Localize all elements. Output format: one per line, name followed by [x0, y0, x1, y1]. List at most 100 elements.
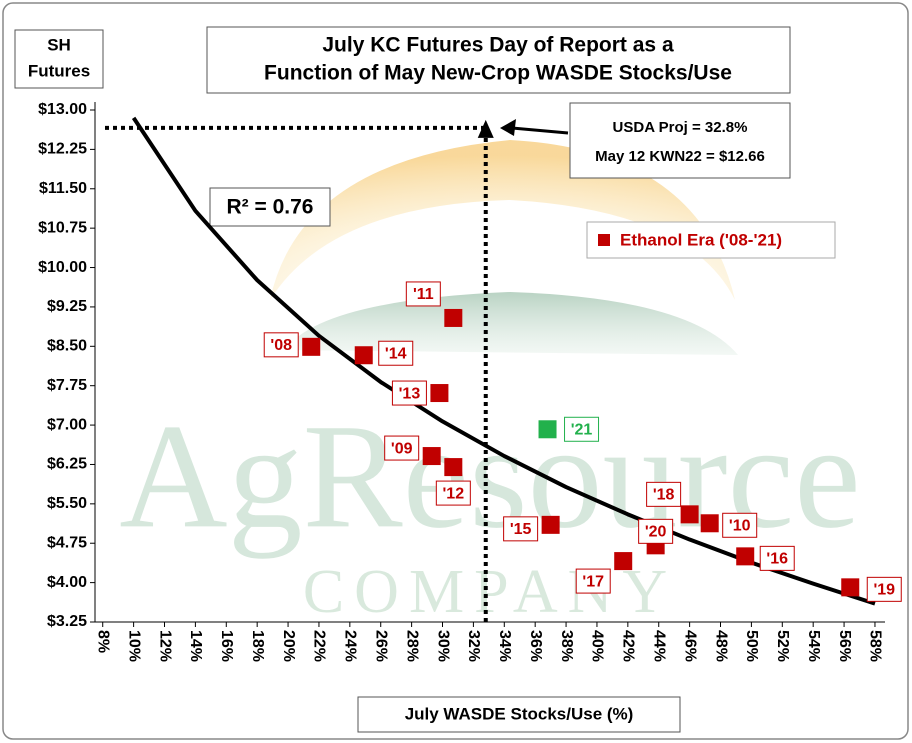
- legend: [586, 221, 836, 259]
- x-tick-label: 10%: [125, 630, 142, 662]
- point: [541, 515, 560, 534]
- x-tick-label: 56%: [836, 630, 853, 662]
- x-tick-label: 8%: [94, 630, 111, 653]
- y-tick-label: $13.00: [38, 101, 87, 118]
- y-tick-label: $5.50: [47, 495, 87, 512]
- y-tick-label: $7.00: [47, 416, 87, 433]
- annotation-box: [569, 102, 791, 179]
- point-label-box: [722, 512, 758, 538]
- point-label: '11: [413, 286, 434, 303]
- logo-hill: [285, 292, 738, 355]
- x-tick-label: 58%: [867, 630, 884, 662]
- point: [538, 420, 557, 439]
- point-label: '19: [873, 582, 895, 599]
- point: [422, 447, 441, 466]
- y-axis-label: Futures: [28, 61, 90, 80]
- y-tick-label: $4.75: [47, 534, 87, 551]
- r-squared: R² = 0.76: [227, 196, 314, 219]
- x-tick-label: 12%: [156, 630, 173, 662]
- y-tick-label: $8.50: [47, 338, 87, 355]
- point-label-box: [405, 281, 441, 307]
- point-label: '20: [645, 524, 667, 541]
- x-tick-label: 18%: [249, 630, 266, 662]
- y-tick-label: $7.75: [47, 377, 87, 394]
- point-label-box: [646, 481, 682, 507]
- point: [444, 458, 463, 477]
- x-tick-label: 26%: [372, 630, 389, 662]
- r-squared-box: [209, 187, 331, 227]
- x-tick-label: 48%: [712, 630, 729, 662]
- legend-label: Ethanol Era ('08-'21): [620, 230, 782, 249]
- x-axis-label: July WASDE Stocks/Use (%): [405, 704, 634, 723]
- point-label: '10: [729, 517, 751, 534]
- point-label-box: [378, 340, 414, 366]
- chart-title: Function of May New-Crop WASDE Stocks/Us…: [264, 62, 732, 85]
- x-tick-label: 32%: [465, 630, 482, 662]
- y-tick-label: $10.00: [38, 259, 87, 276]
- legend-swatch: [598, 234, 610, 246]
- annotation: May 12 KWN22 = $12.66: [595, 148, 765, 165]
- x-tick-label: 20%: [280, 630, 297, 662]
- point: [700, 514, 719, 533]
- projection-marker: [477, 119, 494, 138]
- point: [354, 346, 373, 365]
- annotation: USDA Proj = 32.8%: [613, 119, 748, 136]
- x-tick-label: 28%: [403, 630, 420, 662]
- point-label-box: [435, 480, 471, 506]
- chart-title: July KC Futures Day of Report as a: [322, 34, 674, 57]
- point: [614, 552, 633, 571]
- x-tick-label: 54%: [805, 630, 822, 662]
- x-tick-label: 44%: [650, 630, 667, 662]
- x-tick-label: 36%: [527, 630, 544, 662]
- point-label-box: [638, 518, 674, 544]
- point-label: '15: [510, 521, 532, 538]
- point-label: '18: [653, 487, 675, 504]
- y-tick-label: $11.50: [39, 180, 87, 197]
- point-label: '12: [443, 485, 465, 502]
- point: [736, 547, 755, 566]
- x-tick-label: 40%: [589, 630, 606, 662]
- point-label-box: [503, 516, 539, 542]
- point: [430, 384, 449, 403]
- point-label-box: [866, 576, 902, 602]
- x-tick-label: 14%: [187, 630, 204, 662]
- annotation-arrow: [511, 126, 569, 135]
- y-tick-label: $3.25: [47, 613, 87, 630]
- point-label-box: [263, 332, 299, 358]
- point-label-box: [575, 568, 611, 594]
- point-label-box: [384, 435, 420, 461]
- point: [302, 337, 321, 356]
- x-tick-label: 30%: [434, 630, 451, 662]
- y-tick-label: $12.25: [38, 141, 87, 158]
- point-label: '08: [270, 337, 292, 354]
- point-label: '17: [582, 573, 604, 590]
- y-tick-label: $9.25: [47, 298, 87, 315]
- point-label: '14: [385, 345, 407, 362]
- x-label-box: [357, 696, 681, 733]
- x-tick-label: 24%: [342, 630, 359, 662]
- logo-sun: [270, 140, 735, 300]
- y-tick-label: $4.00: [47, 574, 87, 591]
- point-label: '21: [571, 421, 593, 438]
- x-tick-label: 50%: [743, 630, 760, 662]
- x-tick-label: 46%: [681, 630, 698, 662]
- y-tick-label: $10.75: [38, 219, 87, 236]
- point-label: '09: [391, 440, 413, 457]
- y-tick-label: $6.25: [47, 456, 87, 473]
- annotation-arrowhead: [500, 119, 516, 136]
- x-tick-label: 38%: [558, 630, 575, 662]
- point: [841, 578, 860, 597]
- x-tick-label: 34%: [496, 630, 513, 662]
- point: [444, 308, 463, 327]
- x-tick-label: 16%: [218, 630, 235, 662]
- point-label-box: [564, 416, 600, 442]
- point-label-box: [391, 380, 427, 406]
- x-tick-label: 42%: [620, 630, 637, 662]
- x-tick-label: 52%: [774, 630, 791, 662]
- point-label: '13: [399, 385, 421, 402]
- point: [680, 505, 699, 524]
- point-label: '16: [766, 551, 788, 568]
- title-box: [206, 26, 791, 94]
